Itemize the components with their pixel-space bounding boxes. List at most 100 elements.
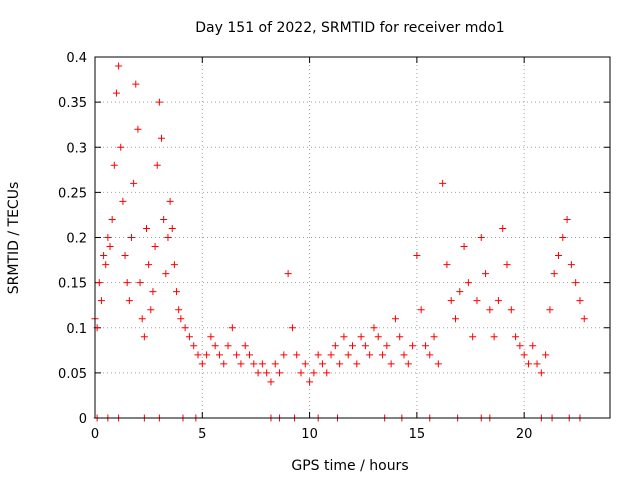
data-point	[379, 351, 387, 359]
data-point	[181, 324, 189, 332]
data-point	[512, 333, 520, 341]
data-point	[439, 179, 447, 187]
y-tick-label: 0.05	[58, 367, 87, 382]
data-point	[477, 234, 485, 241]
data-point	[340, 333, 348, 341]
data-point	[473, 297, 481, 305]
data-point	[580, 315, 588, 323]
data-point	[147, 306, 155, 314]
data-point	[158, 134, 166, 142]
x-axis-label: GPS time / hours	[291, 458, 408, 474]
y-tick-label: 0.15	[58, 277, 87, 292]
data-point	[374, 333, 382, 341]
data-point	[123, 279, 131, 287]
data-point	[246, 351, 253, 359]
data-point	[185, 333, 193, 341]
y-tick-label: 0.4	[66, 51, 87, 66]
data-point	[145, 261, 153, 269]
data-point	[166, 197, 174, 205]
data-point	[460, 243, 468, 251]
data-point	[106, 243, 114, 251]
data-point	[190, 342, 198, 350]
data-point	[97, 297, 105, 305]
x-tick-label: 0	[91, 427, 99, 442]
data-point	[254, 369, 262, 377]
data-point	[228, 324, 236, 332]
data-point	[194, 351, 202, 359]
data-point	[140, 333, 148, 341]
data-point	[143, 224, 150, 232]
data-point	[482, 270, 490, 278]
data-point	[366, 351, 374, 359]
data-point	[160, 215, 168, 223]
data-point	[559, 234, 567, 241]
data-point	[520, 351, 528, 359]
data-point	[211, 342, 219, 350]
data-point	[151, 243, 159, 251]
data-point	[404, 360, 412, 368]
data-point	[110, 161, 118, 169]
data-point	[357, 333, 365, 341]
data-point	[426, 351, 434, 359]
data-point	[233, 351, 241, 359]
data-point	[421, 342, 429, 350]
data-point	[136, 279, 144, 287]
data-point	[177, 315, 185, 323]
data-point	[447, 297, 455, 305]
data-point	[469, 333, 477, 341]
y-tick-label: 0.1	[66, 322, 87, 337]
data-point	[434, 360, 442, 368]
data-point	[387, 360, 395, 368]
data-point	[207, 333, 215, 341]
data-point	[529, 342, 537, 350]
y-tick-label: 0	[79, 412, 87, 427]
data-point	[288, 324, 296, 332]
data-point	[95, 279, 103, 287]
data-point	[516, 342, 524, 350]
data-point	[314, 351, 322, 359]
data-point	[494, 297, 502, 305]
data-point	[271, 360, 279, 368]
data-point	[241, 342, 249, 350]
data-points	[91, 62, 588, 422]
data-point	[102, 261, 110, 269]
data-point	[361, 342, 369, 350]
data-point	[550, 270, 558, 278]
data-point	[168, 224, 176, 232]
grid	[95, 57, 610, 418]
x-tick-label: 5	[198, 427, 206, 442]
data-point	[134, 125, 142, 133]
data-point	[100, 252, 108, 260]
data-point	[162, 270, 170, 278]
data-point	[486, 306, 494, 314]
data-point	[349, 342, 356, 350]
data-point	[250, 360, 258, 368]
data-point	[336, 360, 344, 368]
data-point	[576, 297, 584, 305]
data-point	[108, 215, 116, 223]
data-point	[383, 342, 391, 350]
data-point	[215, 351, 223, 359]
data-point	[130, 179, 138, 187]
data-point	[149, 288, 157, 296]
data-point	[258, 360, 266, 368]
data-point	[164, 234, 172, 241]
data-point	[452, 315, 459, 323]
data-point	[138, 315, 146, 323]
data-point	[153, 161, 161, 169]
data-point	[121, 252, 129, 260]
data-point	[112, 89, 120, 97]
plot-frame	[94, 56, 611, 419]
data-point	[443, 261, 451, 269]
data-point	[524, 360, 532, 368]
data-point	[280, 351, 288, 359]
data-point	[267, 378, 275, 386]
chart-title: Day 151 of 2022, SRMTID for receiver mdo…	[195, 20, 504, 36]
data-point	[409, 342, 417, 350]
data-point	[507, 306, 515, 314]
data-point	[391, 315, 399, 323]
data-point	[175, 306, 183, 314]
data-point	[318, 360, 326, 368]
x-tick-label: 10	[301, 427, 318, 442]
data-point	[323, 369, 331, 377]
